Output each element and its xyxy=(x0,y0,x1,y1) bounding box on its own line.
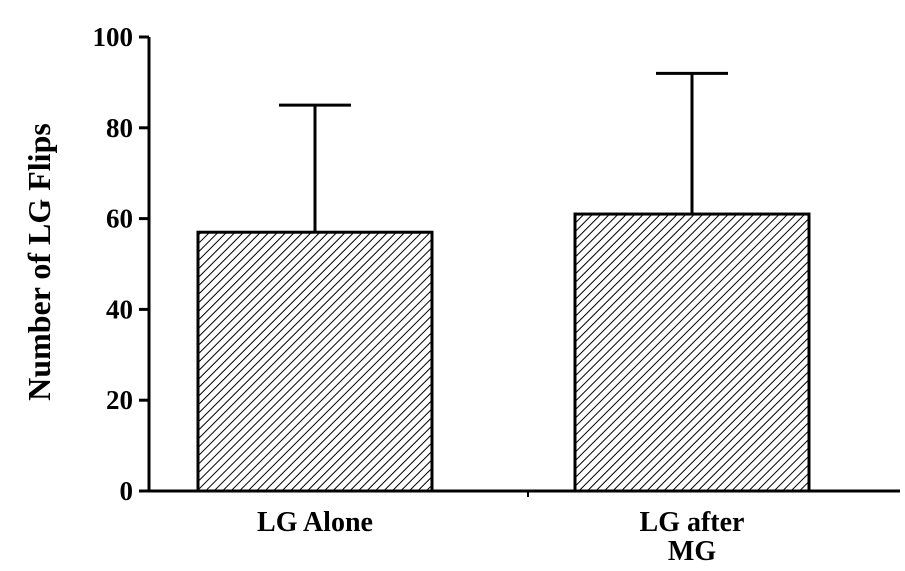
error-bars xyxy=(279,71,728,233)
y-tick-label: 20 xyxy=(106,385,133,415)
y-tick-label: 0 xyxy=(120,476,134,506)
y-axis-title-text: Number of LG Flips xyxy=(21,123,57,401)
y-tick-label: 80 xyxy=(106,113,133,143)
x-category-label: LG after xyxy=(640,507,745,538)
y-tick-label: 60 xyxy=(106,204,133,234)
y-axis-title: Number of LG Flips xyxy=(21,123,57,401)
bars xyxy=(196,212,811,493)
bar xyxy=(196,230,434,493)
x-category-label: MG xyxy=(668,536,716,567)
bar xyxy=(573,212,811,493)
y-tick-label: 100 xyxy=(93,22,134,52)
y-tick-label: 40 xyxy=(106,294,133,324)
y-ticks: 0 20 40 60 80 100 xyxy=(93,22,149,506)
x-category-label: LG Alone xyxy=(257,507,373,538)
